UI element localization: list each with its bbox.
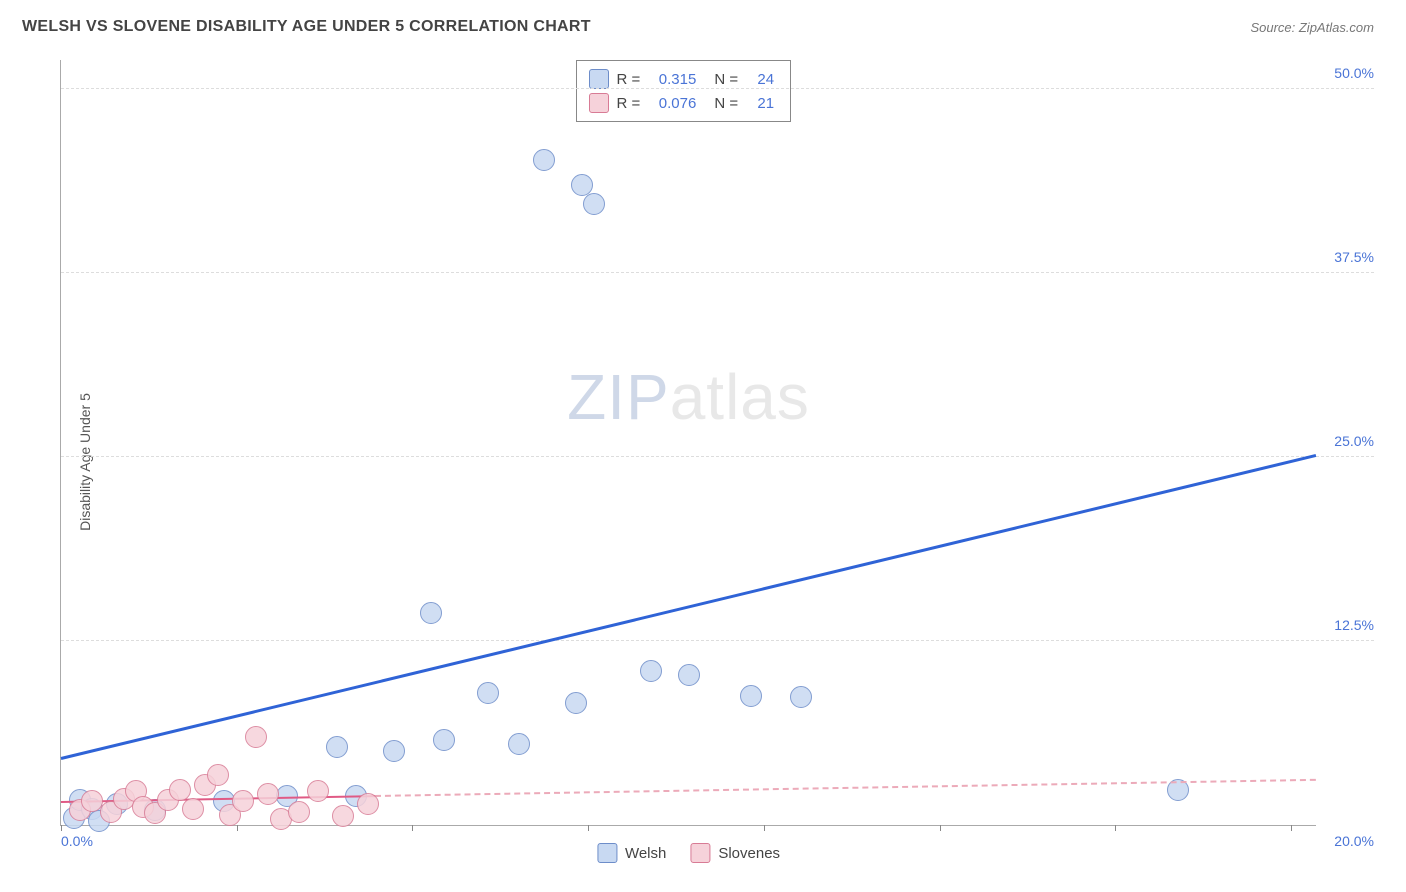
legend-label: Welsh [625,845,666,862]
data-point-slovenes [245,726,267,748]
legend-item: Welsh [597,843,666,863]
data-point-welsh [533,149,555,171]
data-point-welsh [326,736,348,758]
correlation-stats-box: R = 0.315 N = 24 R = 0.076 N = 21 [576,60,792,122]
n-value: 24 [746,71,774,88]
n-label: N = [714,71,738,88]
x-tick [61,825,62,831]
x-axis-max-label: 20.0% [1334,833,1374,849]
source-prefix: Source: [1250,20,1298,35]
r-label: R = [617,95,641,112]
data-point-welsh [383,740,405,762]
y-tick-label: 50.0% [1326,65,1374,81]
chart-container: Disability Age Under 5 ZIPatlas 0.0% 20.… [22,52,1376,872]
x-tick [237,825,238,831]
legend-swatch [690,843,710,863]
source-name: ZipAtlas.com [1299,20,1374,35]
legend-swatch [589,69,609,89]
y-tick-label: 37.5% [1326,249,1374,265]
data-point-slovenes [182,798,204,820]
x-tick [412,825,413,831]
legend-swatch [597,843,617,863]
data-point-slovenes [169,779,191,801]
data-point-slovenes [232,790,254,812]
data-point-slovenes [257,783,279,805]
r-value: 0.315 [648,71,696,88]
stats-row: R = 0.076 N = 21 [589,91,775,115]
x-tick [1291,825,1292,831]
n-label: N = [714,95,738,112]
data-point-welsh [420,602,442,624]
gridline [61,640,1374,641]
chart-title: WELSH VS SLOVENE DISABILITY AGE UNDER 5 … [22,18,591,36]
data-point-welsh [740,685,762,707]
gridline [61,456,1374,457]
data-point-welsh [640,660,662,682]
legend-swatch [589,93,609,113]
data-point-welsh [433,729,455,751]
chart-source: Source: ZipAtlas.com [1250,20,1374,35]
r-label: R = [617,71,641,88]
y-tick-label: 12.5% [1326,617,1374,633]
trend-line [61,454,1317,760]
watermark-zip: ZIP [567,361,670,433]
n-value: 21 [746,95,774,112]
data-point-welsh [790,686,812,708]
y-tick-label: 25.0% [1326,433,1374,449]
data-point-slovenes [207,764,229,786]
gridline [61,272,1374,273]
watermark: ZIPatlas [567,360,810,434]
x-tick [764,825,765,831]
data-point-welsh [583,193,605,215]
data-point-welsh [571,174,593,196]
legend-label: Slovenes [718,845,780,862]
data-point-welsh [678,664,700,686]
x-tick [940,825,941,831]
data-point-welsh [508,733,530,755]
data-point-slovenes [332,805,354,827]
series-legend: Welsh Slovenes [597,843,780,863]
gridline [61,88,1374,89]
data-point-slovenes [357,793,379,815]
data-point-slovenes [288,801,310,823]
stats-row: R = 0.315 N = 24 [589,67,775,91]
x-tick [588,825,589,831]
watermark-atlas: atlas [670,361,810,433]
r-value: 0.076 [648,95,696,112]
plot-area: ZIPatlas 0.0% 20.0% R =0.315N =24R =0.07… [60,60,1316,826]
legend-item: Slovenes [690,843,780,863]
data-point-slovenes [307,780,329,802]
x-tick [1115,825,1116,831]
data-point-welsh [565,692,587,714]
data-point-welsh [477,682,499,704]
chart-header: WELSH VS SLOVENE DISABILITY AGE UNDER 5 … [0,0,1406,46]
x-axis-origin-label: 0.0% [61,833,93,849]
